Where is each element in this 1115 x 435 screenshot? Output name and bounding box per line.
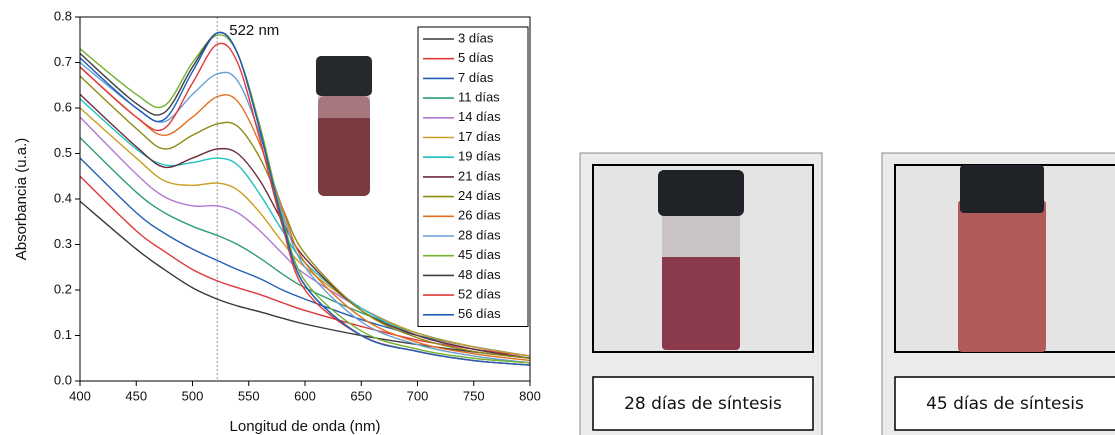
legend-label: 21 días <box>458 168 501 183</box>
legend-label: 11 días <box>458 90 500 105</box>
legend-label: 3 días <box>458 30 494 45</box>
legend-label: 26 días <box>458 208 501 223</box>
spectrum-line <box>79 34 531 364</box>
x-tick-label: 550 <box>238 388 260 403</box>
spectrum-line <box>79 61 531 364</box>
legend-label: 24 días <box>458 188 501 203</box>
x-axis-label: Longitud de onda (nm) <box>230 418 381 435</box>
legend-label: 14 días <box>458 109 501 124</box>
x-tick-label: 800 <box>519 388 541 403</box>
y-tick-label: 0.3 <box>54 236 72 251</box>
legend-label: 48 días <box>458 267 501 282</box>
y-tick-label: 0.1 <box>54 327 72 342</box>
y-tick-label: 0.7 <box>54 54 72 69</box>
photo-panel: 28 días de síntesis <box>579 152 823 435</box>
legend-label: 28 días <box>458 227 501 242</box>
legend-label: 45 días <box>458 247 501 262</box>
spectrum-line <box>79 31 531 366</box>
x-tick-label: 450 <box>125 388 147 403</box>
x-tick-label: 700 <box>407 388 429 403</box>
x-tick-label: 400 <box>69 388 91 403</box>
x-tick-label: 750 <box>463 388 485 403</box>
y-tick-label: 0.0 <box>54 372 72 387</box>
y-tick-label: 0.2 <box>54 281 72 296</box>
x-tick-label: 500 <box>182 388 204 403</box>
y-tick-label: 0.8 <box>54 8 72 23</box>
y-axis-label: Absorbancia (u.a.) <box>13 138 30 261</box>
legend-label: 17 días <box>458 129 501 144</box>
legend-label: 5 días <box>458 50 494 65</box>
vial-inset <box>316 56 372 196</box>
x-tick-label: 650 <box>350 388 372 403</box>
spectrum-line <box>79 175 531 357</box>
photo-caption: 28 días de síntesis <box>624 394 782 414</box>
y-tick-label: 0.6 <box>54 99 72 114</box>
photo-panel: 45 días de síntesis <box>881 152 1115 435</box>
spectrum-line <box>79 66 531 362</box>
legend-label: 52 días <box>458 287 501 302</box>
legend-label: 19 días <box>458 149 501 164</box>
y-tick-label: 0.4 <box>54 190 72 205</box>
annotation: 522 nm <box>229 22 279 39</box>
spectrum-line <box>79 93 531 359</box>
photo-caption: 45 días de síntesis <box>926 394 1084 414</box>
y-tick-label: 0.5 <box>54 145 72 160</box>
legend-label: 56 días <box>458 306 501 321</box>
legend-label: 7 días <box>458 70 494 85</box>
spectrum-line <box>79 107 531 357</box>
x-tick-label: 600 <box>294 388 316 403</box>
spectrum-line <box>79 75 531 359</box>
